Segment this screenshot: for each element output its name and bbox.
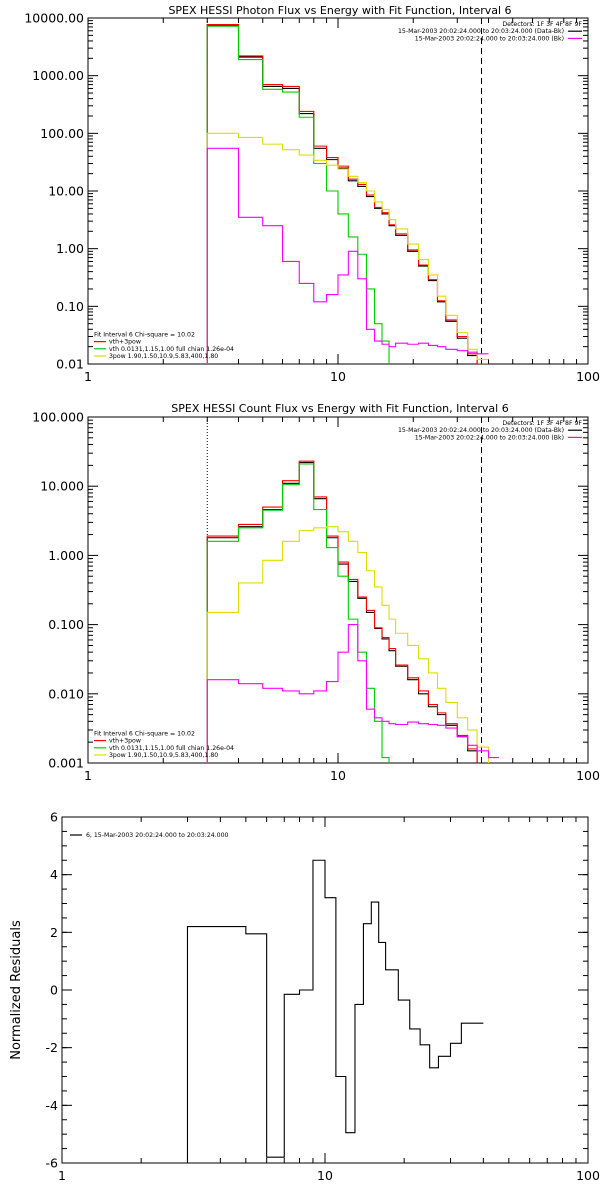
x-tick-label: 1 [84,369,92,384]
legend-entry: 3pow 1.90,1.50,10.9,5.83,400,1.80 [109,353,218,360]
series-line-5 [206,147,489,364]
legend-entry: 15-Mar-2003 20:02:24.000 to 20:03:24.000… [415,434,564,441]
legend-header: Fit Interval 6 Chi-square = 10.02 [94,331,195,338]
legend-entry: vth+3pow [109,738,141,745]
series-line-4 [206,526,490,763]
legend-entry: vth 0.0131,1.15,1.00 full chian 1.26e-04 [109,745,234,752]
legend-entry: 3pow 1.90,1.50,10.9,5.83,400,1.80 [109,752,218,759]
series-line-1 [206,461,478,763]
x-tick-label: 1 [84,768,92,783]
y-tick-label: 1.000 [48,548,84,563]
series-line-3 [206,25,390,364]
y-tick-label: 0.10 [56,299,84,314]
series-line-4 [206,132,489,364]
y-tick-label: 1000.00 [32,68,84,83]
x-tick-label: 1 [58,1168,66,1183]
legend-entry: 6, 15-Mar-2003 20:02:24.000 to 20:03:24.… [86,832,229,839]
legend-header: Detectors: 1F 3F 4F 8F 9F [502,420,582,427]
plot-frame [87,416,589,764]
y-tick-label: 10000.00 [24,11,84,26]
y-tick-label: 6 [50,810,58,825]
legend-entry: 15-Mar-2003 20:02:24.000 to 20:03:24.000… [398,28,564,35]
x-tick-label: 10 [317,1168,333,1183]
y-tick-label: 10.00 [48,184,84,199]
y-axis-label: Normalized Residuals [9,920,24,1060]
x-tick-label: 100 [576,369,600,384]
chart-title: SPEX HESSI Count Flux vs Energy with Fit… [171,402,508,415]
y-tick-label: 0.01 [56,357,84,372]
legend-header: Detectors: 1F 3F 4F 8F 9F [502,21,582,28]
legend-entry: 15-Mar-2003 20:02:24.000 to 20:03:24.000… [415,35,564,42]
y-tick-label: 1.00 [56,241,84,256]
chart-title: SPEX HESSI Photon Flux vs Energy with Fi… [168,4,511,17]
legend-entry: vth 0.0131,1.15,1.00 full chian 1.26e-04 [109,346,234,353]
x-tick-label: 100 [576,1168,600,1183]
y-tick-label: -6 [46,1156,59,1171]
y-tick-label: 0.010 [48,686,84,701]
y-tick-label: 2 [50,925,58,940]
x-tick-label: 100 [576,768,600,783]
series-line-1 [186,859,484,1163]
x-tick-label: 10 [330,369,346,384]
y-tick-label: 0.100 [48,617,84,632]
chart-3: Normalized Residuals 1 10 100 -6 -4 -2 0 2 4 6 6, 1… [9,810,600,1184]
x-tick-label: 10 [330,768,346,783]
y-tick-label: 100.000 [32,410,84,425]
y-tick-label: -2 [46,1040,58,1055]
y-tick-label: 10.000 [40,479,84,494]
legend-header: Fit Interval 6 Chi-square = 10.02 [94,730,195,737]
legend-entry: vth+3pow [109,339,141,346]
series-line-2 [206,460,478,763]
chart-1: SPEX HESSI Photon Flux vs Energy with Fi… [24,4,600,384]
chart-2: SPEX HESSI Count Flux vs Energy with Fit… [32,402,600,783]
y-tick-label: 100.00 [40,126,84,141]
y-tick-label: 0 [50,983,58,998]
y-tick-label: 4 [50,867,58,882]
y-tick-label: 0.001 [48,756,84,771]
series-line-5 [206,624,499,763]
y-tick-label: -4 [46,1098,59,1113]
legend-entry: 15-Mar-2003 20:02:24.000 to 20:03:24.000… [398,427,564,434]
series-line-3 [206,463,390,763]
